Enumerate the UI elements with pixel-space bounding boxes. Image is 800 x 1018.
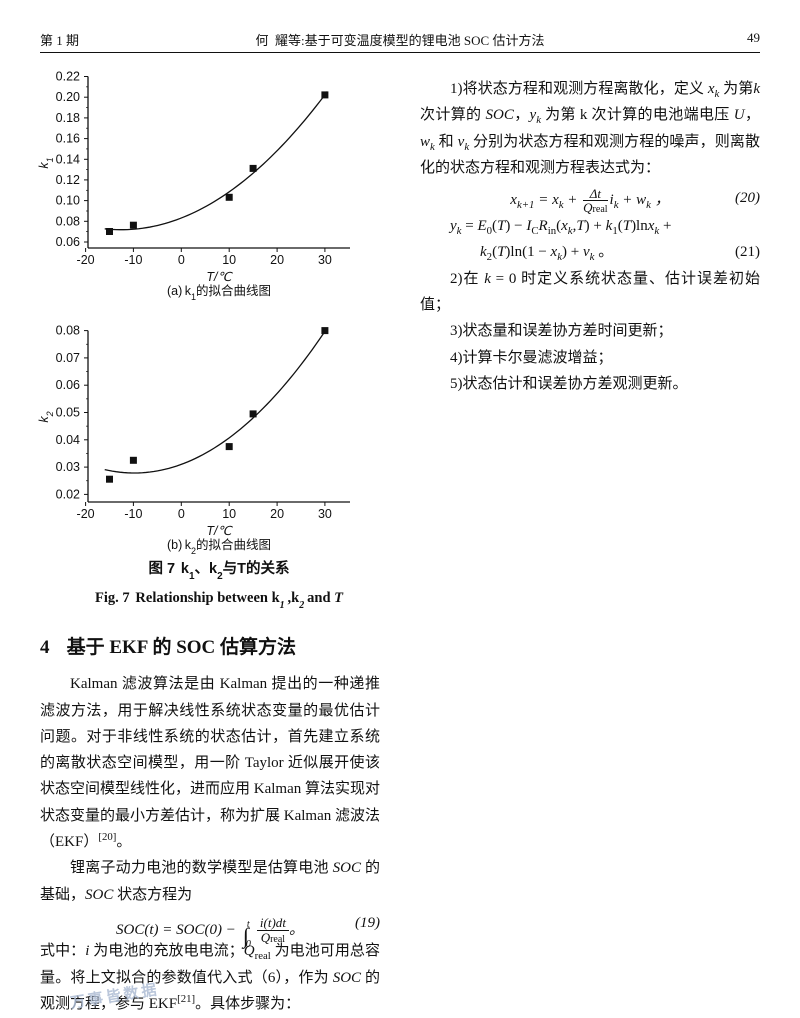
svg-text:30: 30 [318, 253, 332, 267]
svg-text:0.18: 0.18 [56, 111, 80, 125]
svg-text:0.22: 0.22 [56, 70, 80, 84]
svg-text:0.16: 0.16 [56, 132, 80, 146]
svg-text:0.03: 0.03 [56, 460, 80, 474]
svg-text:0.07: 0.07 [56, 351, 80, 365]
svg-text:(b) k2的拟合曲线图: (b) k2的拟合曲线图 [167, 537, 271, 556]
svg-text:-10: -10 [124, 253, 142, 267]
svg-text:20: 20 [270, 507, 284, 521]
svg-text:10: 10 [222, 507, 236, 521]
svg-text:T/℃: T/℃ [206, 524, 233, 538]
svg-text:0.08: 0.08 [56, 214, 80, 228]
svg-text:0.10: 0.10 [56, 194, 80, 208]
svg-text:10: 10 [222, 253, 236, 267]
svg-text:-20: -20 [77, 507, 95, 521]
svg-text:-10: -10 [124, 507, 142, 521]
svg-text:0.20: 0.20 [56, 90, 80, 104]
svg-text:0.04: 0.04 [56, 433, 80, 447]
svg-text:0.05: 0.05 [56, 406, 80, 420]
svg-text:0: 0 [178, 507, 185, 521]
svg-text:k2: k2 [37, 411, 55, 422]
svg-text:30: 30 [318, 507, 332, 521]
svg-text:20: 20 [270, 253, 284, 267]
svg-text:-20: -20 [77, 253, 95, 267]
svg-text:k1: k1 [37, 157, 55, 168]
svg-text:0: 0 [178, 253, 185, 267]
svg-text:Fig. 7 Relationship between k: Fig. 7 Relationship between k1 ,k2 and T [95, 590, 344, 611]
svg-text:(a) k1的拟合曲线图: (a) k1的拟合曲线图 [167, 283, 271, 302]
svg-text:0.06: 0.06 [56, 235, 80, 249]
svg-text:0.08: 0.08 [56, 324, 80, 338]
svg-text:0.02: 0.02 [56, 487, 80, 501]
svg-text:T/℃: T/℃ [206, 270, 233, 284]
svg-text:图 7 k1、k2与T的关系: 图 7 k1、k2与T的关系 [148, 559, 289, 582]
svg-text:0.12: 0.12 [56, 173, 80, 187]
svg-text:0.06: 0.06 [56, 378, 80, 392]
svg-text:0.14: 0.14 [56, 152, 80, 166]
